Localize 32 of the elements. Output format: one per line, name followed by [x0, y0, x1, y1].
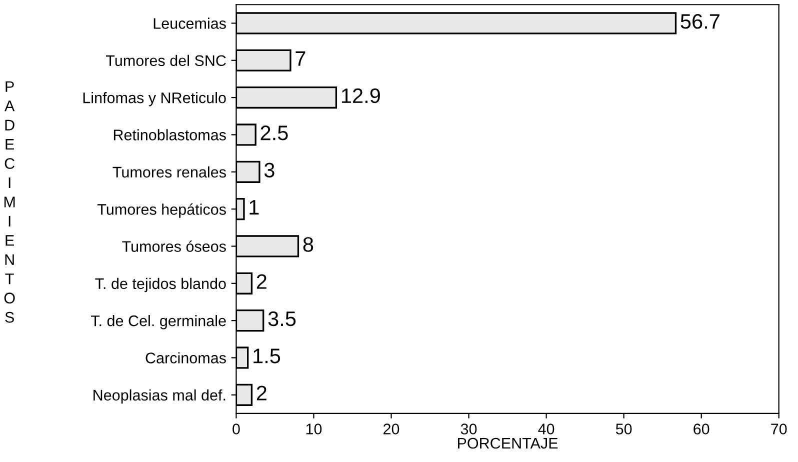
data-label: 3	[264, 162, 274, 178]
data-label: 2	[256, 274, 266, 289]
x-tick-label: 0	[232, 424, 240, 434]
y-tick-label: Tumores hepáticos	[97, 203, 226, 218]
data-label: 56.7	[680, 14, 720, 29]
y-tick-label: Linfomas y NReticulo	[83, 92, 226, 106]
y-tick-label: Leucemias	[154, 18, 226, 29]
x-axis-title: PORCENTAJE	[458, 438, 558, 449]
x-tick-label: 50	[616, 424, 632, 434]
x-tick-label: 20	[384, 424, 400, 434]
data-label: 3.5	[268, 311, 296, 326]
y-tick-label: Tumores del SNC	[106, 54, 226, 66]
text: PADECIMIENTOS	[4, 81, 15, 323]
y-tick-label: Carcinomas	[146, 352, 226, 364]
y-tick-label: Tumores renales	[112, 166, 226, 178]
data-label: 7	[296, 51, 306, 66]
x-tick-label: 40	[538, 424, 554, 434]
y-tick-label: Retinoblastomas	[114, 129, 226, 140]
x-tick-label: 30	[460, 424, 477, 434]
y-tick-label: T. de Cel. germinale	[90, 315, 226, 330]
data-label: 12.9	[342, 88, 380, 104]
y-tick-label: Tumores óseos	[122, 240, 226, 252]
y-tick-label: Neoplasias mal def.	[94, 389, 226, 404]
data-label: 8	[303, 237, 314, 252]
data-label: 2	[256, 386, 266, 400]
x-tick-label: 10	[306, 424, 322, 434]
data-label: 1	[250, 200, 259, 214]
data-label: 2.5	[260, 126, 288, 140]
x-tick-label: 70	[771, 424, 787, 434]
y-tick-label: T. de tejidos blando	[95, 278, 226, 292]
x-tick-label: 60	[694, 424, 710, 434]
data-label: 1.5	[254, 348, 280, 364]
